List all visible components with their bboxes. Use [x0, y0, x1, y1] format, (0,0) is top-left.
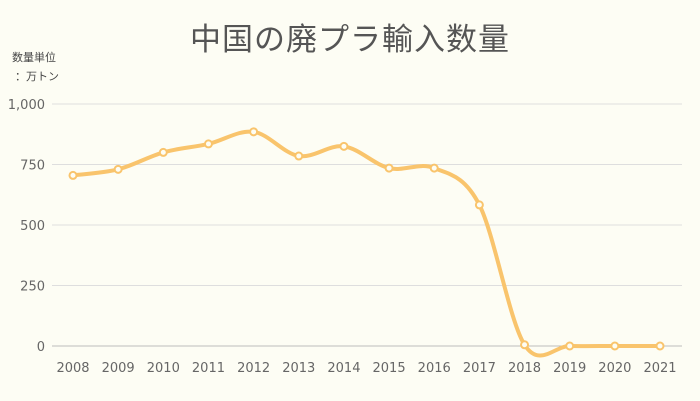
- data-point: [655, 341, 665, 351]
- series-line: [71, 129, 662, 358]
- x-tick-label: 2021: [643, 361, 676, 376]
- y-tick-label: 250: [20, 280, 45, 295]
- data-point: [68, 170, 78, 180]
- x-tick-label: 2013: [282, 361, 315, 376]
- y-tick-label: 750: [20, 159, 45, 174]
- x-tick-label: 2019: [553, 361, 586, 376]
- x-tick-label: 2010: [147, 361, 180, 376]
- y-tick-label: 1,000: [8, 98, 45, 113]
- data-point: [339, 141, 349, 151]
- data-points: [68, 127, 665, 351]
- x-tick-label: 2018: [508, 361, 541, 376]
- grid-lines: [52, 103, 682, 347]
- x-tick-label: 2008: [56, 361, 89, 376]
- x-tick-label: 2017: [463, 361, 496, 376]
- x-tick-label: 2011: [192, 361, 225, 376]
- chart-title: 中国の廃プラ輸入数量: [190, 22, 510, 58]
- data-point: [113, 164, 123, 174]
- data-point: [384, 163, 394, 173]
- data-point: [520, 340, 530, 350]
- y-tick-label: 0: [37, 340, 45, 355]
- data-point: [294, 151, 304, 161]
- x-tick-label: 2015: [373, 361, 406, 376]
- x-tick-label: 2009: [102, 361, 135, 376]
- data-point: [474, 200, 484, 210]
- data-point: [158, 147, 168, 157]
- x-tick-label: 2016: [418, 361, 451, 376]
- x-tick-label: 2020: [598, 361, 631, 376]
- x-tick-label: 2012: [237, 361, 270, 376]
- unit-label-line1: 数量単位: [12, 51, 56, 64]
- y-axis-ticks: 0 250 500 750 1,000: [8, 98, 45, 355]
- unit-label: 数量単位 ：万トン: [12, 48, 59, 86]
- x-tick-label: 2014: [327, 361, 360, 376]
- y-tick-label: 500: [20, 219, 45, 234]
- data-point: [565, 341, 575, 351]
- data-point: [249, 127, 259, 137]
- data-point: [610, 341, 620, 351]
- unit-label-line2: ：万トン: [15, 70, 59, 83]
- data-point: [203, 139, 213, 149]
- x-axis-ticks: 2008 2009 2010 2011 2012 2013 2014 2015 2016 2017…: [56, 361, 676, 376]
- data-point: [429, 163, 439, 173]
